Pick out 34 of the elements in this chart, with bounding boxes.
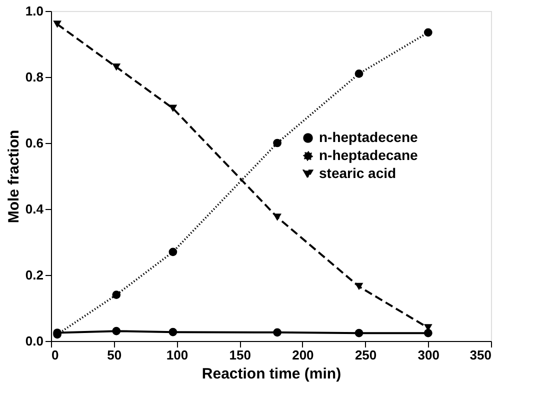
point	[112, 290, 121, 299]
x-tick-label: 350	[470, 348, 492, 362]
legend-label: stearic acid	[319, 165, 396, 181]
point	[273, 328, 282, 337]
point	[273, 138, 282, 148]
x-axis-title: Reaction time (min)	[202, 366, 342, 382]
point	[112, 63, 121, 71]
point	[273, 214, 282, 221]
y-tick-label: 0.4	[25, 202, 44, 216]
x-tick-label: 150	[229, 348, 251, 362]
x-tick-label: 50	[107, 348, 122, 362]
y-axis-title: Mole fraction	[5, 130, 22, 224]
point	[424, 28, 432, 37]
y-tick-label: 0.8	[25, 70, 44, 84]
y-tick-label: 0.0	[25, 334, 44, 348]
legend-label: n-heptadecane	[319, 147, 418, 163]
point	[112, 326, 121, 336]
y-tick-label: 0.6	[25, 136, 44, 150]
x-tick-label: 250	[354, 348, 377, 362]
point	[424, 328, 432, 338]
x-tick-label: 100	[166, 348, 188, 362]
point	[168, 104, 178, 112]
point	[354, 328, 364, 338]
y-tick-label: 0.2	[25, 268, 44, 282]
point	[354, 282, 364, 290]
x-tick-label: 0	[52, 348, 59, 362]
point	[168, 328, 178, 336]
y-tick-label: 1.0	[25, 4, 44, 18]
point	[53, 20, 62, 28]
x-tick-label: 300	[418, 348, 440, 362]
point	[168, 248, 178, 256]
x-tick-label: 200	[292, 348, 314, 362]
point	[354, 70, 364, 78]
legend-label: n-heptadecene	[319, 129, 418, 145]
